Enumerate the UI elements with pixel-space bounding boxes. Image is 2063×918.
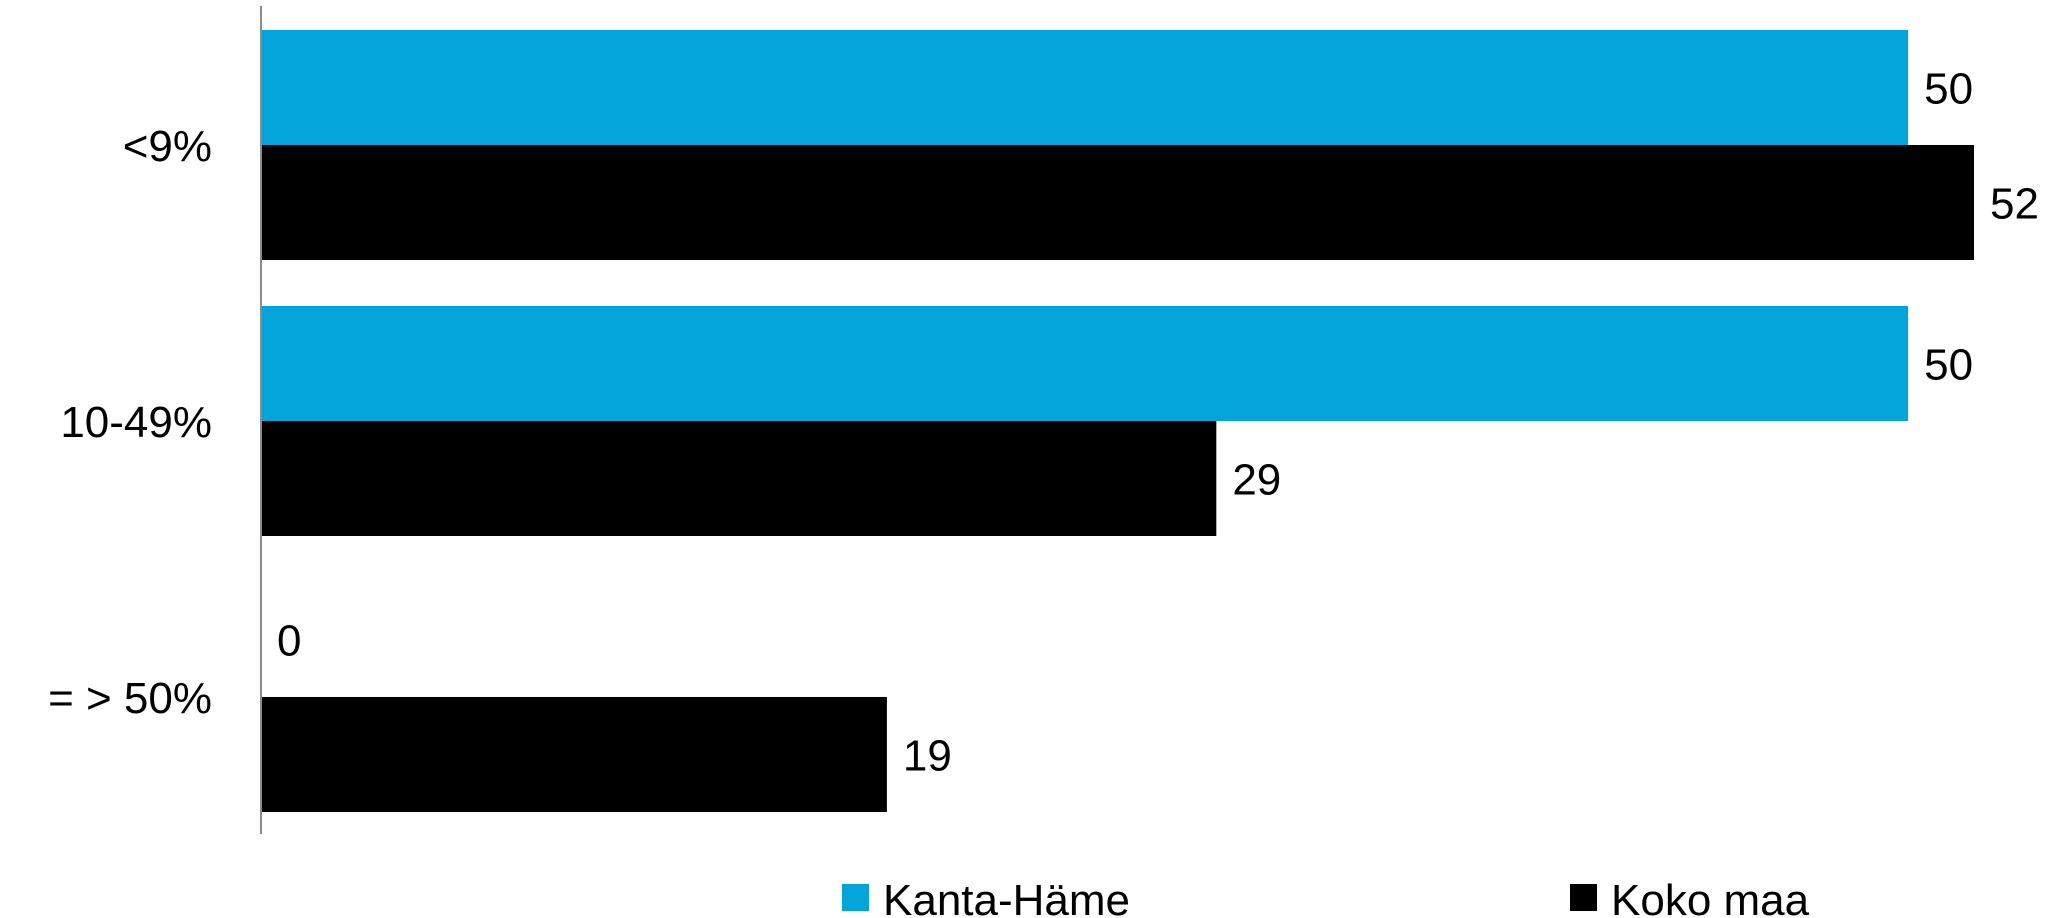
legend: Kanta-Häme Koko maa: [842, 876, 1810, 918]
value-labels-group: 50 52 50 29 0 19: [277, 65, 2039, 781]
category-labels-group: <9% 10-49% = > 50%: [48, 122, 212, 723]
value-label-koko-maa-10-49: 29: [1232, 456, 1281, 505]
bar-kanta-h-me-10-49: [261, 306, 1909, 421]
legend-swatch-kanta-h-me: [842, 884, 869, 911]
category-label-9: <9%: [123, 122, 212, 171]
value-label-kanta-h-me-9: 50: [1924, 65, 1973, 114]
value-label-kanta-h-me-50: 0: [277, 617, 301, 666]
bar-koko-maa-9: [261, 145, 1974, 260]
value-label-kanta-h-me-10-49: 50: [1924, 341, 1973, 390]
legend-label-koko-maa: Koko maa: [1611, 876, 1810, 918]
legend-label-kanta-h-me: Kanta-Häme: [883, 876, 1130, 918]
bar-kanta-h-me-9: [261, 30, 1909, 145]
bar-koko-maa-10-49: [261, 421, 1217, 536]
category-label-10-49: 10-49%: [60, 398, 212, 447]
value-label-koko-maa-50: 19: [903, 732, 952, 781]
value-label-koko-maa-9: 52: [1990, 180, 2039, 229]
bars-group: [261, 30, 1974, 812]
category-label-50: = > 50%: [48, 674, 212, 723]
bar-koko-maa-50: [261, 697, 887, 812]
legend-swatch-koko-maa: [1570, 884, 1597, 911]
